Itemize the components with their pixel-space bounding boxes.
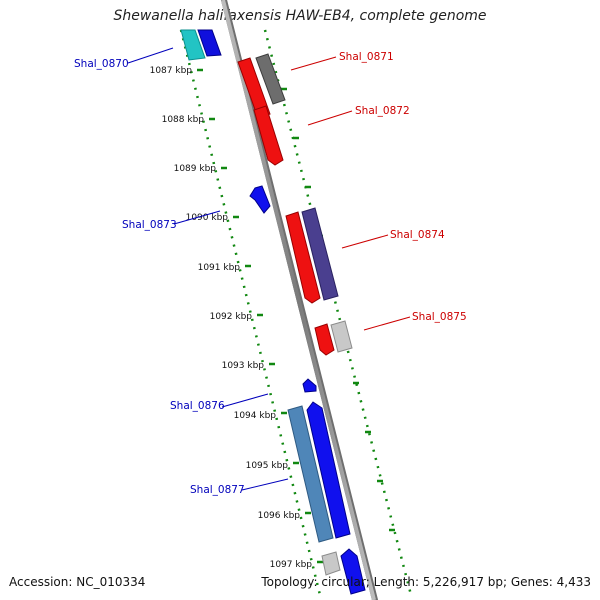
- ruler-label: 1095 kbp: [246, 461, 289, 471]
- leader-shal-0876: [221, 393, 269, 408]
- gene-label-shal-0876: Shal_0876: [170, 400, 225, 412]
- ruler-label: 1094 kbp: [234, 411, 277, 421]
- gene-blue-bottom[interactable]: [340, 548, 366, 595]
- gene-shal-0876[interactable]: [302, 378, 317, 393]
- leader-shal-0877: [241, 478, 289, 491]
- gene-shal-0873[interactable]: [249, 185, 271, 214]
- leader-shal-0872: [307, 110, 353, 126]
- reverse-strand-genes: [180, 29, 341, 576]
- tick-guide-right: [263, 29, 413, 596]
- leader-shal-0873: [173, 210, 221, 225]
- gene-purple[interactable]: [301, 207, 339, 301]
- gene-label-group: Shal_0870 Shal_0871 Shal_0872 Shal_0873 …: [74, 51, 467, 496]
- ruler-label: 1087 kbp: [150, 66, 193, 76]
- gene-shal-0872[interactable]: [253, 105, 284, 166]
- gene-shal-0877[interactable]: [287, 405, 334, 543]
- gene-label-shal-0871: Shal_0871: [339, 51, 394, 63]
- ruler-label: 1091 kbp: [198, 263, 241, 273]
- gene-shal-0870[interactable]: [180, 29, 206, 61]
- gene-label-shal-0870: Shal_0870: [74, 58, 129, 70]
- leader-shal-0875: [363, 316, 411, 331]
- label-leaders: [127, 47, 411, 491]
- leader-shal-0874: [341, 234, 389, 249]
- accession-text: Accession: NC_010334: [9, 575, 146, 589]
- leader-shal-0871: [290, 56, 337, 71]
- ruler-label: 1093 kbp: [222, 361, 265, 371]
- ruler-label: 1096 kbp: [258, 511, 301, 521]
- gene-shal-0870b[interactable]: [197, 29, 222, 57]
- gene-label-shal-0873: Shal_0873: [122, 219, 177, 231]
- gene-grey-dark[interactable]: [255, 53, 286, 105]
- leader-shal-0870: [127, 47, 174, 64]
- gene-label-shal-0875: Shal_0875: [412, 311, 467, 323]
- gene-shal-0874[interactable]: [285, 211, 321, 304]
- ruler-labels: 1087 kbp 1088 kbp 1089 kbp 1090 kbp 1091…: [150, 66, 313, 570]
- ruler-label: 1088 kbp: [162, 115, 205, 125]
- gene-grey-1[interactable]: [321, 551, 341, 576]
- gene-label-shal-0872: Shal_0872: [355, 105, 410, 117]
- genome-title: Shewanella halifaxensis HAW-EB4, complet…: [113, 8, 487, 24]
- ruler-label: 1090 kbp: [186, 213, 229, 223]
- tick-guide-left: [179, 29, 322, 596]
- forward-strand-genes: [255, 53, 366, 595]
- ruler-label: 1097 kbp: [270, 560, 313, 570]
- gene-blue-long[interactable]: [306, 401, 351, 539]
- gene-label-shal-0877: Shal_0877: [190, 484, 245, 496]
- chromosome-backbone: [221, 0, 376, 600]
- gene-shal-0871[interactable]: [237, 57, 271, 119]
- gene-shal-0875[interactable]: [314, 323, 335, 356]
- ruler-label: 1092 kbp: [210, 312, 253, 322]
- genome-info-text: Topology: circular; Length: 5,226,917 bp…: [261, 575, 591, 589]
- ruler-label: 1089 kbp: [174, 164, 217, 174]
- gene-grey-light[interactable]: [330, 320, 353, 353]
- gene-label-shal-0874: Shal_0874: [390, 229, 445, 241]
